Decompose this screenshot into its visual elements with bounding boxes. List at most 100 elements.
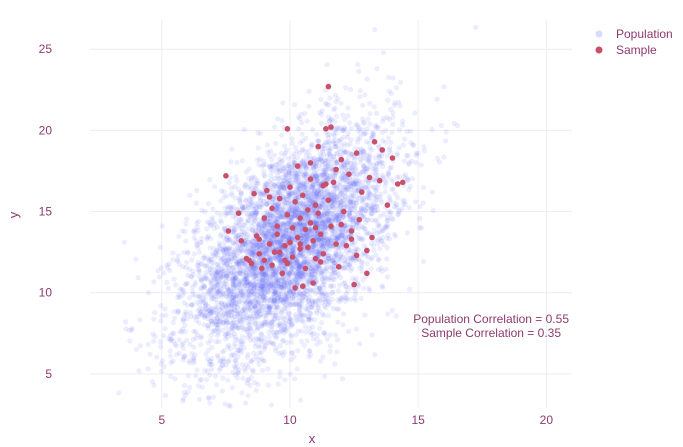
- population-point: [221, 268, 227, 274]
- population-point: [201, 322, 207, 328]
- population-point: [328, 191, 334, 197]
- population-point: [191, 356, 197, 362]
- population-point: [255, 272, 261, 278]
- population-point: [273, 345, 279, 351]
- population-point: [229, 206, 235, 212]
- population-point: [308, 195, 315, 201]
- population-point: [319, 276, 325, 282]
- population-point: [237, 347, 243, 353]
- population-point: [381, 241, 387, 248]
- population-point: [201, 313, 207, 320]
- population-point: [331, 106, 337, 113]
- population-point: [336, 138, 342, 145]
- population-point: [245, 329, 252, 335]
- population-point: [360, 119, 366, 125]
- population-point: [271, 297, 277, 303]
- population-point: [224, 257, 231, 263]
- population-point: [182, 329, 188, 335]
- population-point: [317, 109, 323, 115]
- population-point: [196, 314, 202, 320]
- population-point: [296, 309, 302, 315]
- population-point: [256, 350, 262, 356]
- population-point: [129, 325, 135, 331]
- population-point: [243, 198, 249, 204]
- population-point: [223, 278, 229, 284]
- population-point: [295, 271, 301, 277]
- population-point: [358, 223, 364, 229]
- population-point: [222, 318, 228, 324]
- population-point: [351, 216, 357, 222]
- population-point: [271, 236, 277, 242]
- population-point: [340, 214, 346, 220]
- population-point: [271, 270, 277, 277]
- population-point: [274, 239, 281, 245]
- population-point: [357, 235, 363, 242]
- population-point: [387, 211, 393, 217]
- population-point: [320, 227, 326, 233]
- population-point: [200, 282, 207, 288]
- population-point: [285, 189, 292, 195]
- population-point: [341, 258, 348, 265]
- population-point: [320, 172, 326, 178]
- population-point: [313, 172, 319, 179]
- population-point: [254, 283, 260, 289]
- population-point: [240, 338, 246, 345]
- population-point: [190, 268, 196, 274]
- population-point: [240, 242, 246, 248]
- population-point: [259, 284, 265, 290]
- population-point: [353, 200, 360, 206]
- population-point: [353, 297, 359, 303]
- population-point: [158, 265, 164, 271]
- population-point: [392, 200, 398, 206]
- population-point: [183, 221, 189, 227]
- population-point: [265, 382, 272, 388]
- population-point: [304, 277, 310, 283]
- population-point: [190, 228, 196, 234]
- population-point: [238, 191, 244, 197]
- population-point: [158, 318, 164, 324]
- population-point: [223, 305, 230, 311]
- population-point: [368, 266, 374, 272]
- population-point: [255, 381, 261, 387]
- population-point: [286, 228, 292, 234]
- population-point: [225, 210, 231, 216]
- population-point: [300, 254, 306, 260]
- population-point: [256, 293, 262, 299]
- population-point: [332, 127, 338, 133]
- population-point: [404, 128, 410, 135]
- population-point: [338, 100, 344, 106]
- population-point: [201, 292, 207, 298]
- population-point: [160, 270, 167, 276]
- population-point: [244, 315, 251, 321]
- population-point: [218, 270, 224, 276]
- population-point: [133, 256, 139, 262]
- population-point: [228, 326, 234, 332]
- population-point: [332, 260, 338, 266]
- population-point: [353, 275, 359, 281]
- population-point: [258, 332, 264, 338]
- population-point: [389, 187, 395, 193]
- population-point: [271, 152, 277, 158]
- population-point: [358, 205, 364, 211]
- population-point: [299, 292, 305, 298]
- population-point: [205, 316, 211, 322]
- population-point: [270, 280, 276, 287]
- population-point: [284, 234, 290, 240]
- population-point: [171, 309, 177, 315]
- population-point: [319, 271, 325, 277]
- population-point: [372, 352, 378, 358]
- population-point: [242, 241, 248, 247]
- population-point: [221, 225, 227, 231]
- population-point: [253, 335, 259, 342]
- population-point: [261, 286, 267, 292]
- population-point: [362, 184, 368, 190]
- population-point: [283, 231, 289, 237]
- population-point: [255, 181, 261, 187]
- population-point: [281, 280, 287, 286]
- population-point: [237, 311, 243, 317]
- population-point: [220, 375, 226, 381]
- population-point: [293, 332, 299, 338]
- population-point: [231, 303, 238, 309]
- population-point: [336, 205, 343, 211]
- population-point: [299, 269, 305, 275]
